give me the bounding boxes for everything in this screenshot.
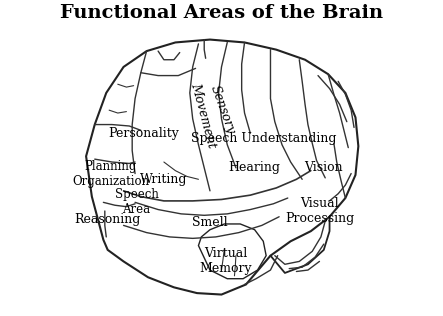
Polygon shape bbox=[86, 40, 358, 295]
Text: Visual
Processing: Visual Processing bbox=[285, 197, 354, 225]
Text: Speech Understanding: Speech Understanding bbox=[190, 132, 336, 145]
Text: Speech
Area: Speech Area bbox=[115, 188, 159, 216]
Text: Hearing: Hearing bbox=[229, 161, 280, 174]
Title: Functional Areas of the Brain: Functional Areas of the Brain bbox=[60, 4, 383, 22]
Text: Movement: Movement bbox=[188, 82, 218, 150]
Text: Writing: Writing bbox=[140, 173, 188, 186]
Text: Vision: Vision bbox=[304, 161, 343, 174]
Text: Smell: Smell bbox=[192, 216, 228, 229]
Polygon shape bbox=[198, 224, 266, 279]
Text: Planning
Organization: Planning Organization bbox=[72, 160, 149, 187]
Text: Personality: Personality bbox=[108, 127, 179, 140]
Text: Reasoning: Reasoning bbox=[74, 213, 141, 226]
Text: Sensory: Sensory bbox=[208, 84, 238, 136]
Text: Virtual
Memory: Virtual Memory bbox=[199, 247, 252, 276]
